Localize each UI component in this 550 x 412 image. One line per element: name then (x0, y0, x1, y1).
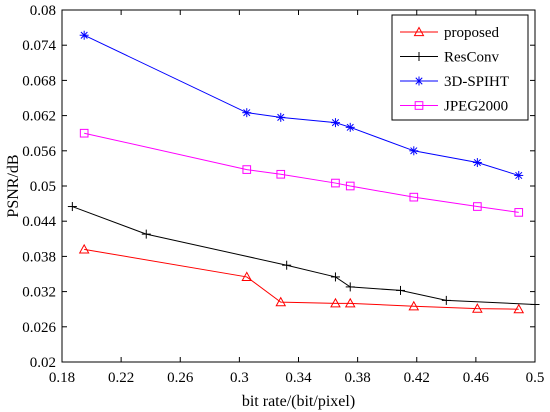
x-tick-label: 0.46 (463, 370, 490, 386)
y-tick-label: 0.05 (30, 179, 56, 195)
data-point (345, 282, 355, 292)
data-point (395, 285, 405, 295)
data-point (330, 272, 340, 282)
data-point (514, 170, 524, 180)
series-resconv (67, 202, 540, 310)
x-tick-label: 0.18 (49, 370, 75, 386)
legend-item: ResConv (400, 50, 500, 66)
data-point (530, 300, 540, 310)
data-point (344, 297, 356, 308)
data-point (79, 128, 89, 138)
data-point (330, 118, 340, 128)
x-tick-label: 0.42 (404, 370, 430, 386)
x-tick-label: 0.22 (108, 370, 134, 386)
x-tick-label: 0.38 (345, 370, 371, 386)
series-line (84, 248, 519, 310)
legend: proposed ResConv 3D-SPIHT JPEG2000 (391, 14, 529, 121)
y-tick-label: 0.062 (22, 109, 56, 125)
legend-label: ResConv (444, 50, 500, 66)
data-point (345, 122, 355, 132)
legend-label: JPEG2000 (444, 99, 508, 115)
data-point (409, 146, 419, 156)
data-point (242, 165, 252, 174)
y-tick-label: 0.074 (22, 38, 56, 54)
x-tick-label: 0.34 (285, 370, 312, 386)
data-point (276, 112, 286, 122)
legend-marker (414, 52, 424, 61)
series-line (84, 132, 519, 213)
data-point (141, 229, 151, 239)
y-tick-label: 0.08 (30, 3, 56, 19)
series-line (72, 206, 536, 306)
data-point (472, 158, 482, 168)
y-tick-label: 0.032 (22, 285, 56, 301)
data-point (282, 260, 292, 270)
data-point (472, 303, 483, 313)
x-axis-label: bit rate/(bit/pixel) (242, 393, 355, 410)
series-proposed (78, 243, 525, 314)
series-line (83, 34, 519, 176)
data-point (78, 243, 90, 254)
y-tick-label: 0.044 (22, 214, 56, 230)
data-point (441, 295, 451, 305)
y-tick-label: 0.038 (22, 249, 56, 265)
x-tick-label: 0.5 (526, 370, 545, 386)
series-3d-spiht (79, 30, 524, 180)
axes: 0.18 0.22 0.26 0.3 0.34 0.38 0.42 0.46 0.5 0.02 0.… (22, 3, 544, 386)
data-point (276, 169, 286, 179)
legend-label: proposed (444, 25, 499, 41)
legend-item: 3D-SPIHT (400, 74, 509, 90)
x-tick-label: 0.3 (230, 370, 249, 386)
y-tick-label: 0.026 (22, 320, 56, 336)
data-point (408, 300, 420, 311)
series-layer (67, 30, 540, 314)
legend-label: 3D-SPIHT (444, 74, 509, 90)
y-tick-label: 0.02 (30, 355, 56, 371)
x-tick-label: 0.26 (167, 370, 194, 386)
legend-marker (414, 76, 424, 86)
legend-item: JPEG2000 (400, 99, 508, 115)
y-tick-label: 0.056 (22, 144, 56, 160)
data-point (409, 192, 419, 202)
data-point (473, 202, 482, 211)
data-point (79, 30, 89, 40)
y-axis-label: PSNR/dB (5, 154, 22, 217)
data-point (514, 208, 524, 217)
data-point (67, 202, 77, 212)
data-point (513, 303, 525, 314)
data-point (331, 178, 340, 188)
data-point (330, 297, 341, 308)
data-point (241, 271, 253, 282)
y-tick-label: 0.068 (22, 73, 56, 89)
data-point (242, 108, 252, 118)
data-point (345, 181, 355, 191)
series-jpeg2000 (79, 128, 524, 217)
data-point (275, 296, 287, 307)
legend-item: proposed (400, 25, 499, 41)
legend-marker (414, 101, 424, 110)
legend-marker (413, 26, 425, 37)
